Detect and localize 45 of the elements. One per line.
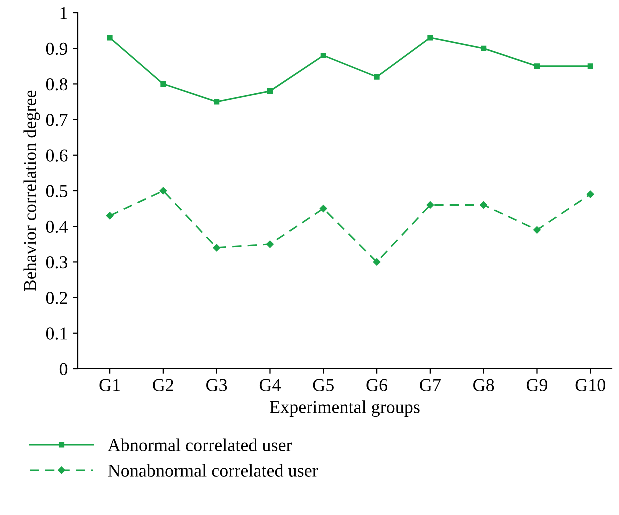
point	[426, 202, 434, 209]
y-tick-label: 0.3	[46, 256, 68, 269]
point	[481, 46, 487, 52]
x-tick-label: G10	[576, 379, 606, 392]
point	[107, 35, 113, 41]
x-tick-label: G6	[366, 379, 388, 392]
point	[106, 212, 114, 220]
point	[320, 205, 328, 212]
x-tick-label: G7	[420, 379, 441, 392]
y-tick-label: 0.1	[46, 328, 68, 340]
y-tick-label: 0.6	[46, 150, 68, 162]
x-tick-label: G3	[206, 379, 228, 392]
x-tick-label: G2	[153, 379, 174, 392]
point	[587, 190, 594, 198]
point	[588, 64, 594, 70]
y-tick-label: 0.2	[46, 292, 68, 304]
point	[428, 35, 434, 41]
point	[160, 187, 168, 195]
x-axis-title: Experimental groups	[270, 400, 420, 418]
y-tick-label: 0.4	[46, 220, 68, 234]
point	[373, 258, 381, 266]
x-tick-label: G5	[313, 379, 334, 392]
y-tick-label: 0	[60, 363, 68, 376]
y-tick-label: 0.5	[46, 185, 68, 198]
point	[160, 81, 166, 87]
point	[480, 202, 488, 209]
x-tick-label: G1	[100, 379, 120, 392]
point	[267, 88, 274, 94]
y-tick-label: 0.8	[46, 78, 68, 91]
x-tick-label: G4	[260, 379, 281, 392]
x-tick-label: G8	[474, 379, 494, 392]
y-tick-label: 1	[60, 7, 68, 20]
x-tick-label: G9	[526, 379, 548, 392]
point	[213, 244, 220, 252]
y-tick-label: 0.7	[46, 114, 68, 126]
point	[214, 99, 220, 105]
point	[266, 240, 274, 248]
legend-label: Abnormal correlated user	[108, 438, 292, 452]
y-axis-title: Behavior correlation degree	[24, 90, 40, 292]
point	[374, 74, 380, 80]
y-tick-label: 0.9	[46, 42, 68, 56]
point	[534, 226, 541, 234]
point	[320, 52, 326, 58]
legend-label: Nonabnormal correlated user	[108, 464, 318, 477]
point	[534, 64, 540, 70]
